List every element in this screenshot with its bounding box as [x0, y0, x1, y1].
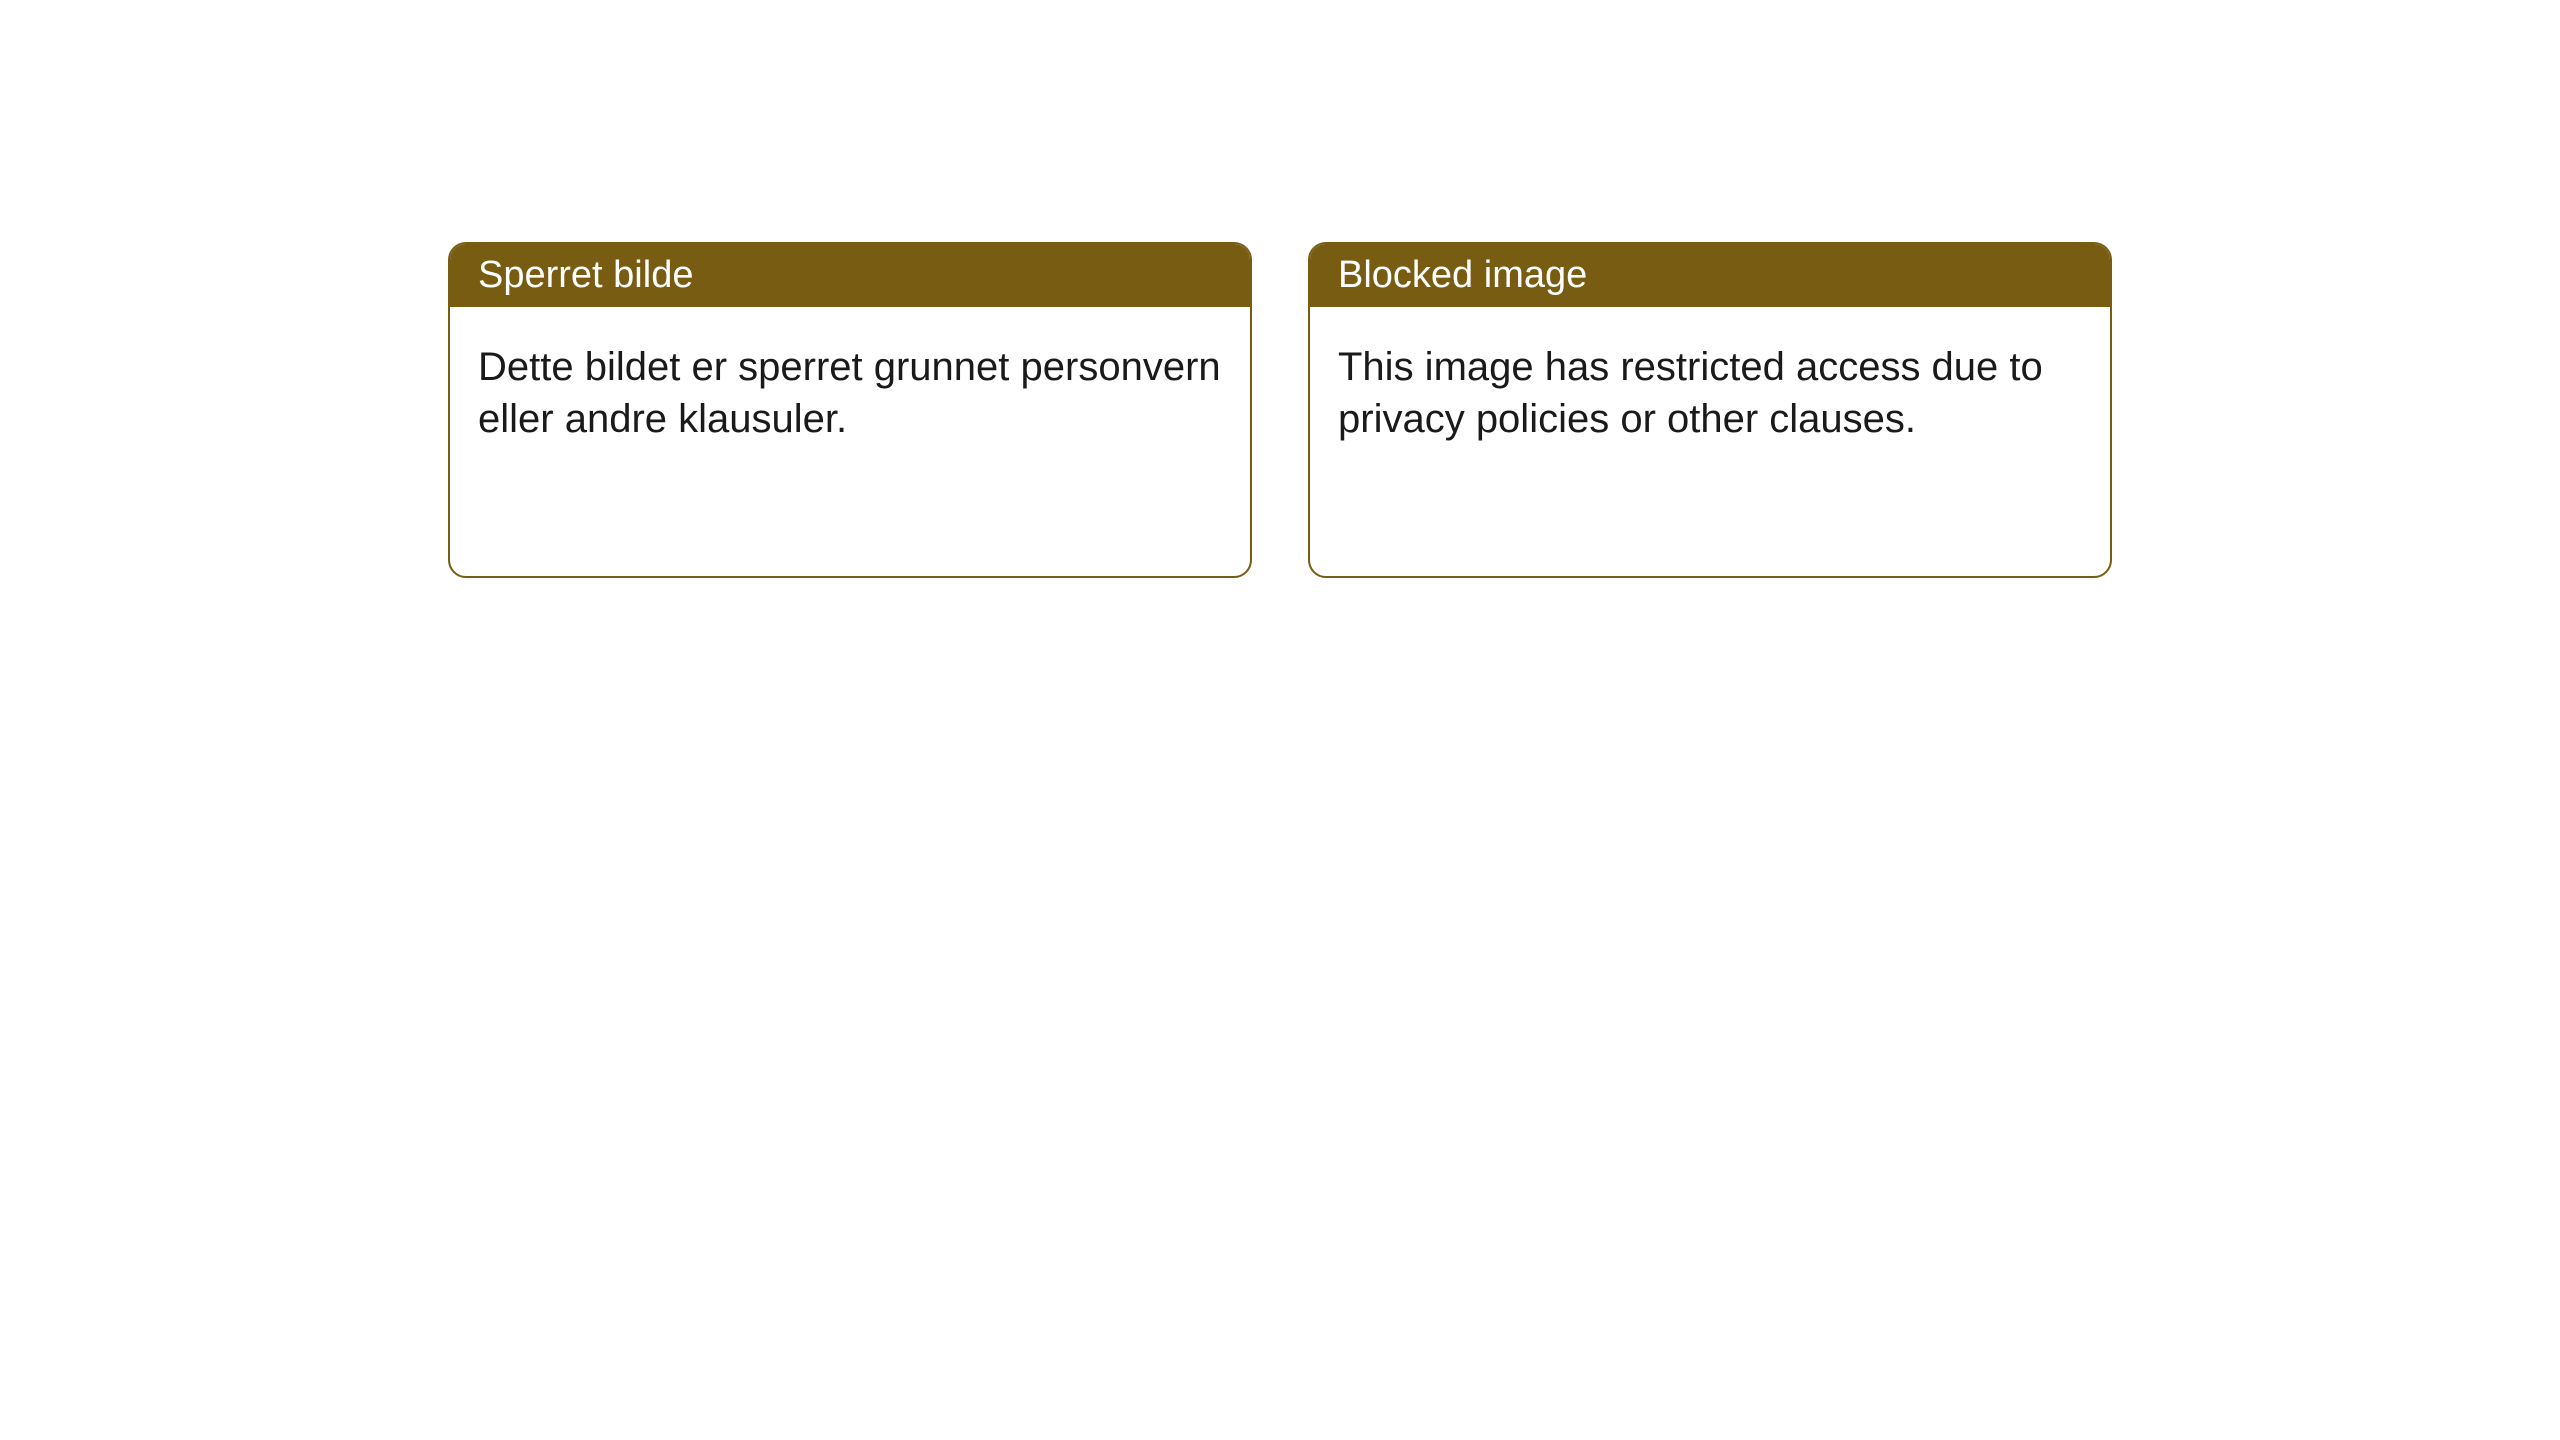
notice-header-norwegian: Sperret bilde	[450, 244, 1250, 307]
notice-card-norwegian: Sperret bilde Dette bildet er sperret gr…	[448, 242, 1252, 578]
notice-title: Blocked image	[1338, 254, 1587, 296]
notice-card-english: Blocked image This image has restricted …	[1308, 242, 2112, 578]
notice-body-english: This image has restricted access due to …	[1310, 307, 2110, 479]
notice-text: This image has restricted access due to …	[1338, 345, 2043, 441]
notice-header-english: Blocked image	[1310, 244, 2110, 307]
notice-text: Dette bildet er sperret grunnet personve…	[478, 345, 1221, 441]
notice-body-norwegian: Dette bildet er sperret grunnet personve…	[450, 307, 1250, 479]
notice-container: Sperret bilde Dette bildet er sperret gr…	[448, 242, 2112, 578]
notice-title: Sperret bilde	[478, 254, 693, 296]
